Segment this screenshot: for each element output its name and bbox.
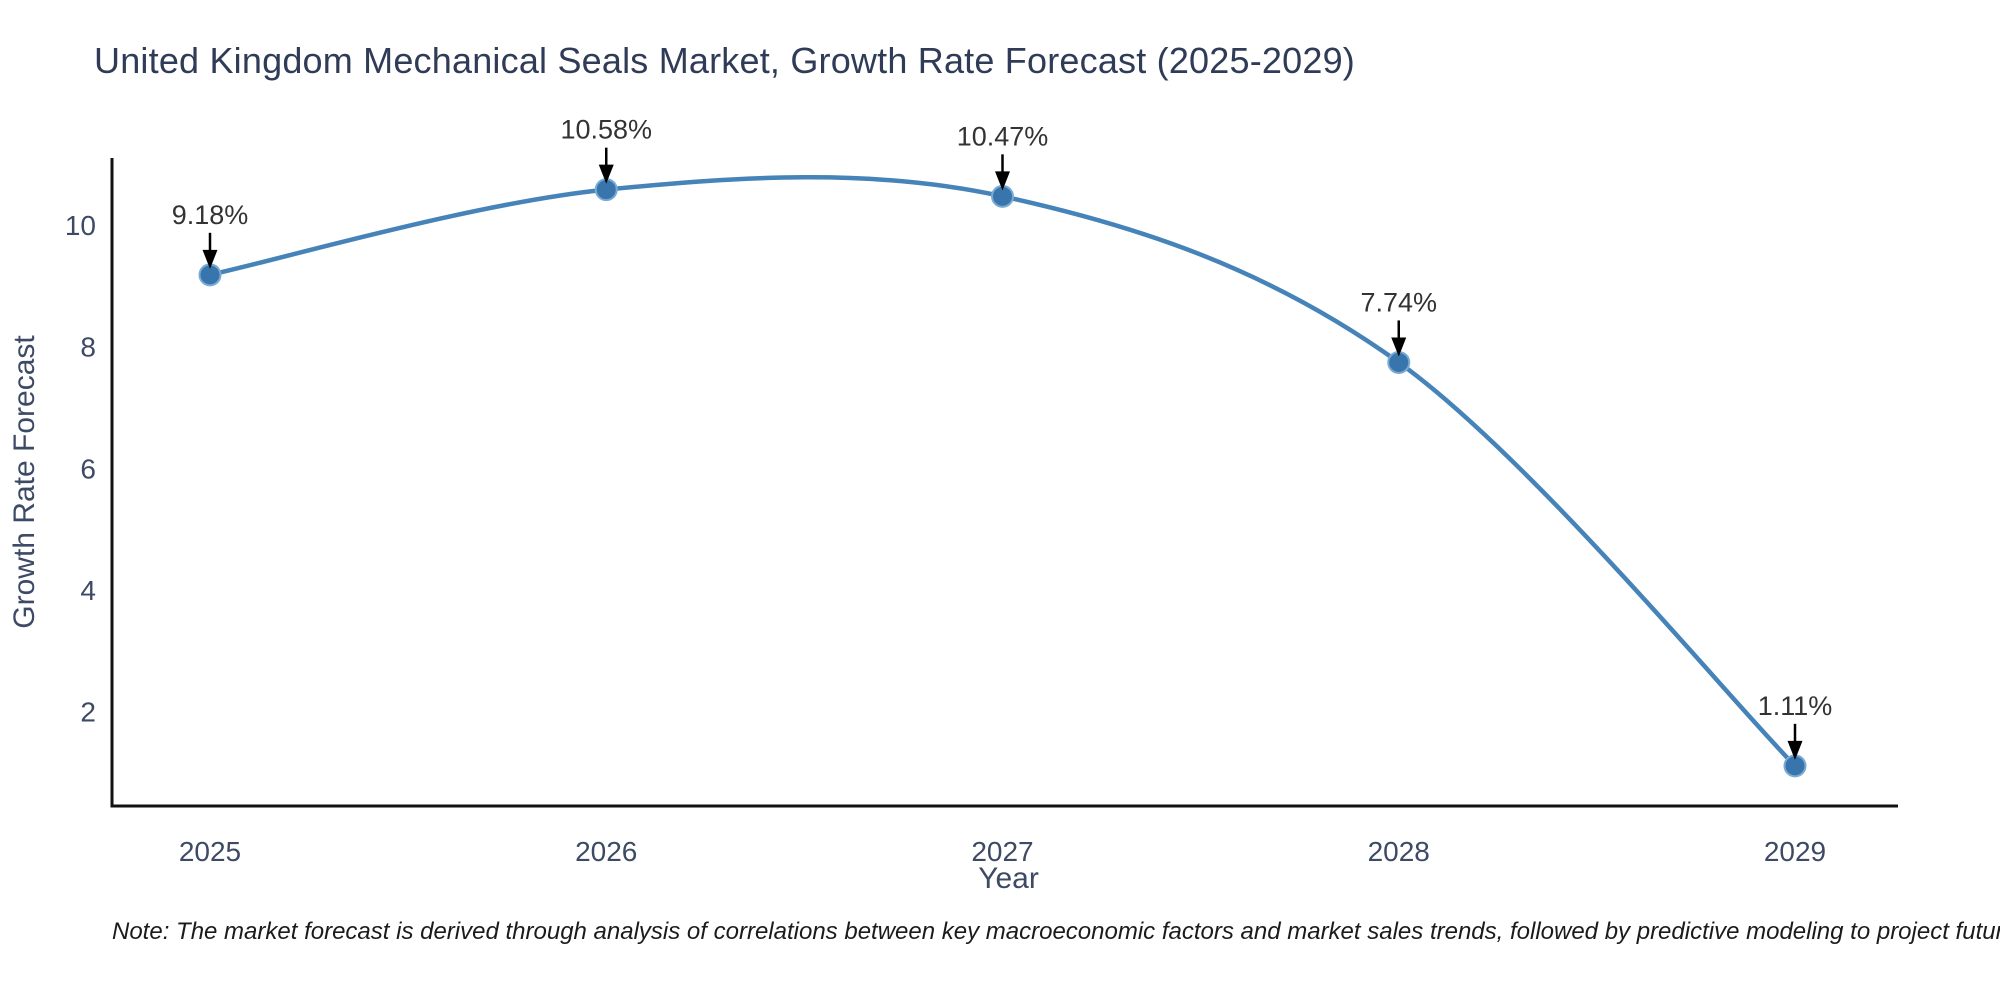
y-tick-label-4: 4 (80, 575, 96, 606)
x-tick-label-2026: 2026 (575, 836, 637, 867)
x-tick-label-2025: 2025 (179, 836, 241, 867)
y-tick-label-8: 8 (80, 332, 96, 363)
y-tick-label-2: 2 (80, 697, 96, 728)
y-tick-label-6: 6 (80, 453, 96, 484)
point-label-2028: 7.74% (1360, 287, 1437, 317)
y-axis-title: Growth Rate Forecast (8, 335, 41, 629)
x-axis-title: Year (978, 862, 1039, 895)
annotation-arrow-head-2025 (202, 249, 218, 269)
x-tick-label-2029: 2029 (1764, 836, 1826, 867)
forecast-curve (207, 175, 1798, 769)
annotation-arrow-head-2026 (598, 164, 614, 184)
point-label-2029: 1.11% (1758, 691, 1833, 721)
chart-title: United Kingdom Mechanical Seals Market, … (94, 40, 1355, 81)
footnote: Note: The market forecast is derived thr… (112, 918, 2000, 945)
annotation-arrow-head-2028 (1391, 337, 1407, 357)
point-label-2025: 9.18% (172, 200, 249, 230)
x-tick-label-2028: 2028 (1368, 836, 1430, 867)
annotation-arrow-head-2029 (1787, 740, 1803, 760)
point-label-2026: 10.58% (560, 115, 652, 145)
y-tick-label-10: 10 (65, 210, 96, 241)
x-tick-label-2027: 2027 (971, 836, 1033, 867)
point-label-2027: 10.47% (957, 121, 1049, 151)
annotation-arrow-head-2027 (995, 171, 1010, 191)
